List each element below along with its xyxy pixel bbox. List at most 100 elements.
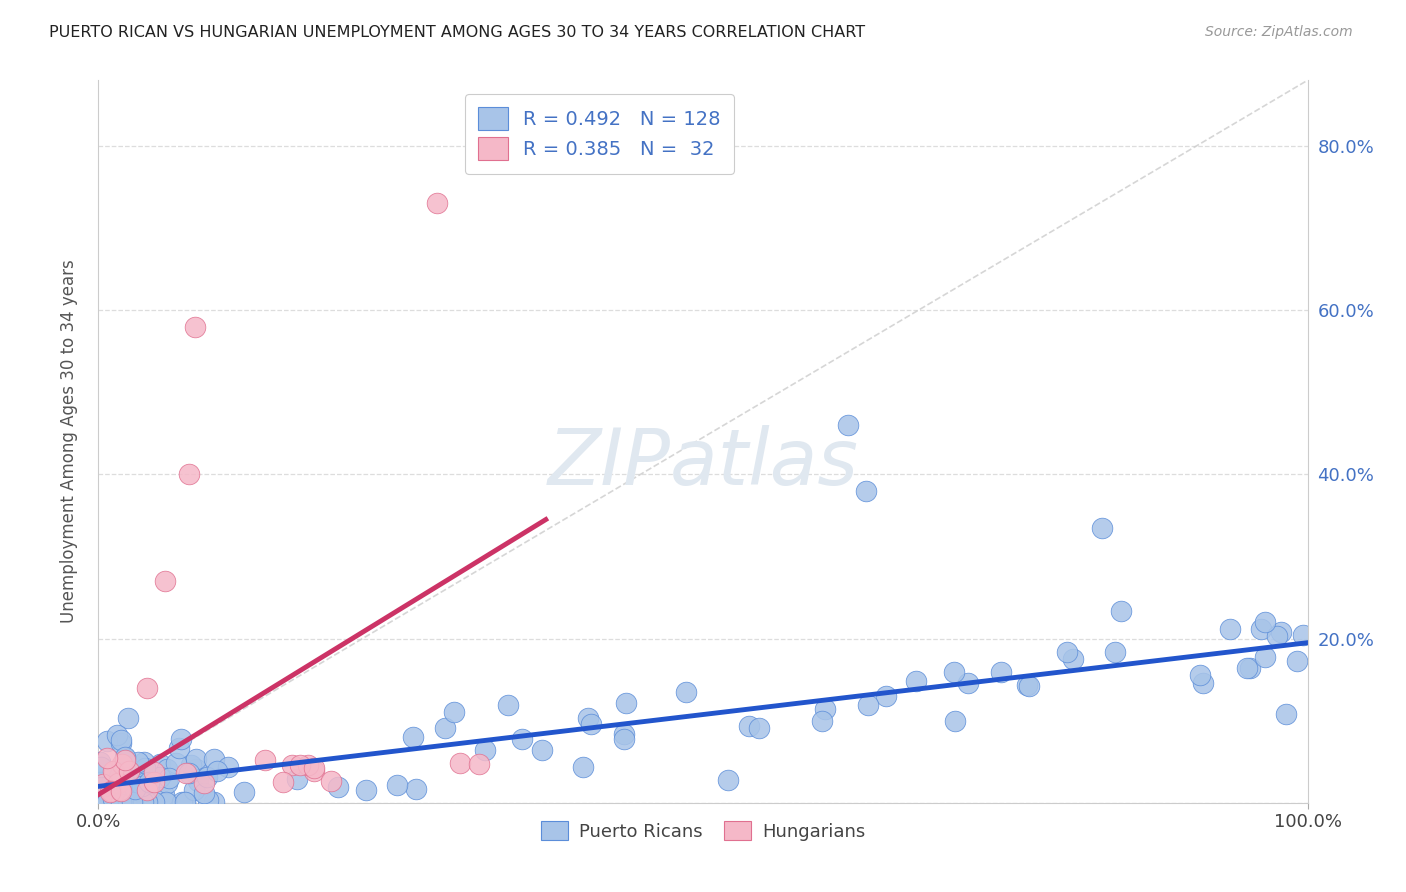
Point [1239,660,1261,674]
Point [122,773,145,788]
Point [1056,645,1078,659]
Point [117,795,139,809]
Text: PUERTO RICAN VS HUNGARIAN UNEMPLOYMENT AMONG AGES 30 TO 34 YEARS CORRELATION CHA: PUERTO RICAN VS HUNGARIAN UNEMPLOYMENT A… [49,25,865,40]
Point [149,757,172,772]
Point [875,689,897,703]
Point [156,776,179,790]
Point [96,751,118,765]
Point [96,734,118,748]
Point [288,757,311,772]
Point [107,764,129,779]
Point [942,665,965,679]
Point [1062,651,1084,665]
Point [207,764,229,779]
Point [157,772,180,786]
Point [167,741,190,756]
Point [1254,649,1277,664]
Point [110,783,132,797]
Point [135,782,157,797]
Point [93,779,115,793]
Point [385,778,408,792]
Point [405,781,427,796]
Point [197,770,219,784]
Point [89,795,111,809]
Point [675,685,697,699]
Point [717,772,740,787]
Point [155,795,177,809]
Point [121,795,143,809]
Point [837,418,859,433]
Point [170,795,193,809]
Point [1219,623,1241,637]
Point [193,786,215,800]
Point [449,756,471,770]
Point [297,758,319,772]
Point [613,727,636,741]
Point [118,795,141,809]
Point [103,789,125,804]
Point [135,681,157,695]
Point [115,777,138,791]
Point [1250,622,1272,636]
Point [856,698,879,712]
Point [1091,521,1114,535]
Point [302,764,325,778]
Point [124,773,146,788]
Point [326,780,349,795]
Point [581,717,603,731]
Point [118,764,141,778]
Point [1275,707,1298,722]
Point [193,776,215,790]
Text: Source: ZipAtlas.com: Source: ZipAtlas.com [1205,25,1353,39]
Point [184,762,207,776]
Point [356,782,378,797]
Point [129,781,152,796]
Point [96,795,118,809]
Point [132,795,155,809]
Point [93,777,115,791]
Point [105,728,128,742]
Point [153,574,176,588]
Point [468,756,491,771]
Point [180,758,202,772]
Point [98,785,121,799]
Point [748,722,770,736]
Point [111,756,134,771]
Point [89,755,111,769]
Point [138,775,160,789]
Point [104,780,127,795]
Point [170,731,193,746]
Point [107,776,129,790]
Point [174,765,197,780]
Point [114,753,136,767]
Point [197,792,219,806]
Point [143,795,166,809]
Point [114,753,136,767]
Point [285,772,308,786]
Point [443,705,465,719]
Point [1254,615,1277,629]
Point [115,777,138,791]
Point [957,676,980,690]
Point [738,719,761,733]
Point [1109,604,1132,618]
Point [281,758,304,772]
Point [132,755,155,769]
Point [813,702,835,716]
Point [1292,627,1315,641]
Point [103,780,125,794]
Point [943,714,966,728]
Point [1015,678,1038,692]
Point [202,795,225,809]
Point [1191,675,1213,690]
Point [117,711,139,725]
Point [510,732,533,747]
Point [143,764,166,779]
Point [149,770,172,784]
Point [114,751,136,765]
Point [434,721,457,735]
Point [111,769,134,783]
Point [183,782,205,797]
Point [110,767,132,781]
Point [121,795,143,809]
